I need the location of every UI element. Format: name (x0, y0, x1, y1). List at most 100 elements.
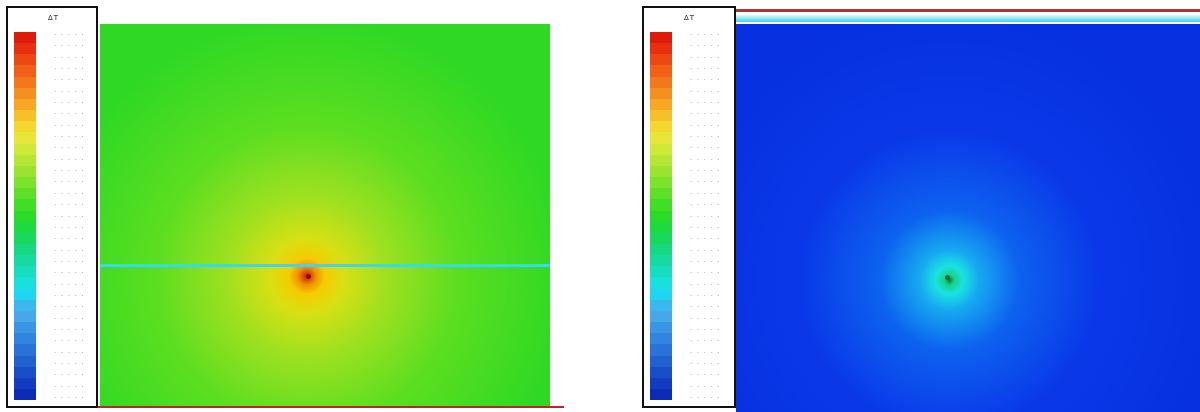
legend-swatch (650, 188, 672, 200)
legend-swatch (14, 344, 36, 356)
left-legend-color-bar (14, 32, 36, 401)
legend-swatch (650, 110, 672, 122)
legend-label: - - - - - (690, 247, 721, 253)
legend-swatch (650, 210, 672, 222)
legend-label: - - - - - (54, 122, 85, 128)
legend-label: - - - - - (54, 224, 85, 230)
legend-swatch (14, 154, 36, 166)
left-temperature-field (100, 24, 550, 406)
legend-swatch (650, 255, 672, 267)
legend-label: - - - - - (690, 77, 721, 83)
left-legend-title: ΔT (48, 14, 60, 22)
legend-label: - - - - - (54, 315, 85, 321)
legend-label: - - - - - (54, 395, 85, 400)
left-bottom-red-line (98, 406, 564, 408)
legend-label: - - - - - (54, 32, 85, 37)
legend-swatch (650, 221, 672, 233)
right-legend-color-bar (650, 32, 672, 401)
legend-swatch (650, 344, 672, 356)
legend-swatch (14, 32, 36, 44)
legend-swatch (14, 65, 36, 77)
legend-swatch (14, 299, 36, 311)
legend-label: - - - - - (690, 66, 721, 72)
legend-swatch (14, 143, 36, 155)
legend-swatch (650, 121, 672, 133)
left-cyan-horizontal-line (100, 264, 550, 267)
legend-label: - - - - - (690, 32, 721, 37)
legend-label: - - - - - (54, 66, 85, 72)
right-panel: ΔT - - - - -- - - - -- - - - -- - - - --… (640, 0, 1200, 412)
legend-swatch (14, 377, 36, 389)
legend-swatch (650, 143, 672, 155)
legend-swatch (14, 199, 36, 211)
legend-label: - - - - - (54, 360, 85, 366)
legend-swatch (14, 76, 36, 88)
legend-swatch (650, 54, 672, 66)
legend-label: - - - - - (54, 247, 85, 253)
legend-swatch (14, 210, 36, 222)
legend-label: - - - - - (690, 156, 721, 162)
legend-swatch (14, 98, 36, 111)
legend-swatch (650, 165, 672, 178)
legend-swatch (14, 43, 36, 55)
legend-label: - - - - - (690, 360, 721, 366)
legend-label: - - - - - (54, 156, 85, 162)
legend-swatch (650, 199, 672, 211)
legend-label: - - - - - (690, 54, 721, 60)
legend-label: - - - - - (54, 338, 85, 344)
legend-label: - - - - - (54, 213, 85, 219)
legend-swatch (14, 389, 36, 401)
legend-label: - - - - - (690, 111, 721, 117)
legend-label: - - - - - (690, 258, 721, 264)
legend-swatch (650, 355, 672, 367)
legend-label: - - - - - (690, 224, 721, 230)
legend-label: - - - - - (54, 168, 85, 174)
legend-swatch (650, 43, 672, 55)
legend-swatch (650, 232, 672, 244)
legend-label: - - - - - (54, 202, 85, 208)
legend-swatch (650, 243, 672, 256)
legend-label: - - - - - (690, 304, 721, 310)
legend-swatch (14, 54, 36, 66)
legend-label: - - - - - (690, 168, 721, 174)
legend-swatch (650, 277, 672, 289)
legend-label: - - - - - (690, 292, 721, 298)
legend-label: - - - - - (54, 179, 85, 185)
left-legend-labels: - - - - - - - - - - - - - - - - - - - - - - … (54, 32, 96, 400)
legend-label: - - - - - (690, 372, 721, 378)
legend-swatch (650, 389, 672, 401)
legend-label: - - - - - (690, 145, 721, 151)
legend-label: - - - - - (690, 213, 721, 219)
legend-label: - - - - - (54, 372, 85, 378)
legend-swatch (14, 288, 36, 300)
legend-swatch (14, 87, 36, 99)
legend-label: - - - - - (690, 395, 721, 400)
left-panel: ΔT - - - - -- - - - -- - - - -- - - - --… (0, 0, 565, 412)
legend-swatch (14, 355, 36, 367)
legend-swatch (650, 65, 672, 77)
legend-swatch (650, 310, 672, 323)
legend-swatch (650, 32, 672, 44)
legend-swatch (650, 366, 672, 378)
legend-label: - - - - - (54, 134, 85, 140)
legend-swatch (650, 98, 672, 111)
legend-swatch (14, 165, 36, 178)
legend-swatch (650, 333, 672, 345)
right-color-legend: ΔT - - - - -- - - - -- - - - -- - - - --… (642, 6, 736, 408)
legend-swatch (14, 255, 36, 267)
right-heat-source-dot (945, 275, 950, 280)
legend-swatch (14, 310, 36, 323)
legend-swatch (14, 243, 36, 256)
right-legend-labels: - - - - - - - - - - - - - - - - - - - - - - … (690, 32, 734, 400)
legend-label: - - - - - (690, 134, 721, 140)
legend-swatch (650, 177, 672, 189)
legend-swatch (14, 121, 36, 133)
legend-swatch (650, 154, 672, 166)
right-legend-title: ΔT (684, 14, 696, 22)
legend-swatch (14, 132, 36, 144)
legend-label: - - - - - (54, 304, 85, 310)
legend-swatch (650, 377, 672, 389)
legend-label: - - - - - (690, 315, 721, 321)
legend-label: - - - - - (54, 145, 85, 151)
